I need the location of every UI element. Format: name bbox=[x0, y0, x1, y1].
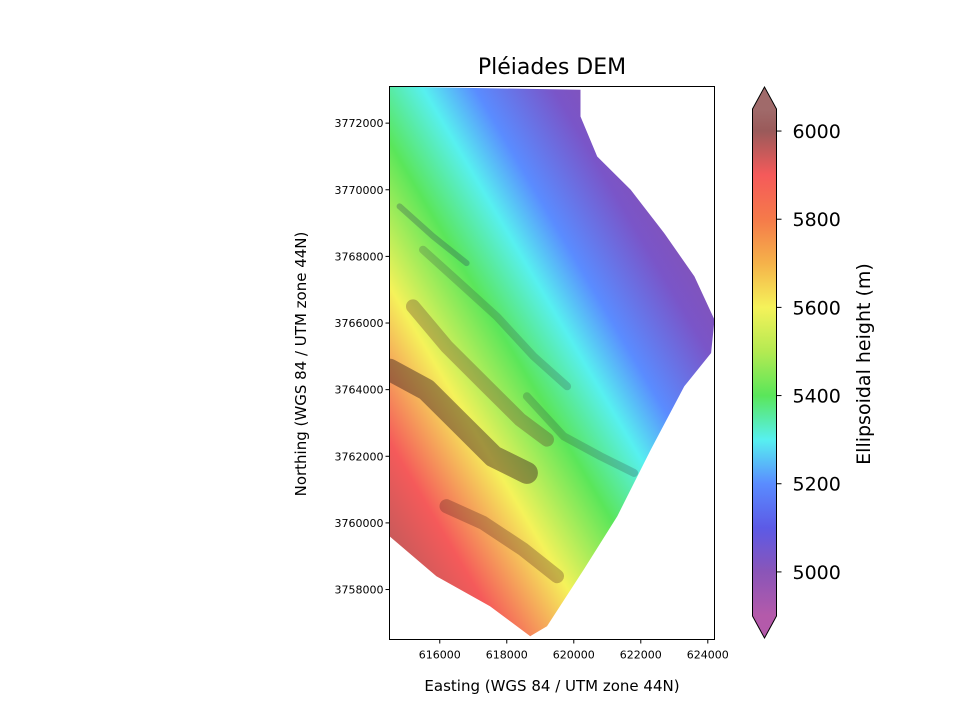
x-axis: 616000 618000 620000 622000 624000 bbox=[419, 639, 729, 662]
colorbar-extend-max bbox=[752, 87, 777, 109]
colorbar-tick-label: 5600 bbox=[793, 297, 841, 319]
dem-image bbox=[389, 86, 715, 637]
x-tick-label: 622000 bbox=[620, 649, 662, 662]
axes-frame bbox=[389, 86, 715, 640]
colorbar-title: Ellipsoidal height (m) bbox=[853, 263, 875, 465]
terrain-ridge bbox=[419, 245, 572, 391]
colorbar-tick-label: 5000 bbox=[793, 562, 841, 584]
x-tick-label: 616000 bbox=[419, 649, 461, 662]
colorbar-tick-label: 6000 bbox=[793, 121, 841, 143]
x-axis-title: Easting (WGS 84 / UTM zone 44N) bbox=[424, 677, 679, 695]
y-tick-label: 3762000 bbox=[335, 450, 384, 463]
y-axis-title: Northing (WGS 84 / UTM zone 44N) bbox=[292, 232, 310, 497]
y-tick-label: 3766000 bbox=[335, 317, 384, 330]
y-tick-label: 3760000 bbox=[335, 517, 384, 530]
x-tick-label: 620000 bbox=[553, 649, 595, 662]
x-tick-label: 624000 bbox=[687, 649, 729, 662]
terrain-ridge bbox=[396, 203, 470, 267]
dem-fill bbox=[389, 86, 715, 637]
terrain-ridge bbox=[406, 299, 554, 447]
colorbar-outline bbox=[752, 85, 777, 640]
terrain-ridge bbox=[389, 358, 538, 484]
terrain-shading bbox=[389, 203, 639, 584]
terrain-ridge bbox=[439, 499, 564, 584]
y-tick-label: 3758000 bbox=[335, 584, 384, 597]
colorbar-tick-label: 5400 bbox=[793, 386, 841, 408]
y-tick-label: 3768000 bbox=[335, 250, 384, 263]
y-tick-label: 3770000 bbox=[335, 184, 384, 197]
colorbar-body bbox=[752, 109, 777, 616]
y-tick-label: 3764000 bbox=[335, 384, 384, 397]
chart-title: Pléiades DEM bbox=[478, 55, 626, 80]
x-tick-label: 618000 bbox=[486, 649, 528, 662]
y-axis: 3758000 3760000 3762000 3764000 3766000 37680… bbox=[335, 117, 390, 597]
colorbar-tick-label: 5200 bbox=[793, 474, 841, 496]
colorbar: 5000 5200 5400 5600 5800 6000 bbox=[752, 85, 841, 640]
terrain-ridge bbox=[522, 392, 639, 477]
colorbar-extend-min bbox=[752, 616, 777, 638]
y-tick-label: 3772000 bbox=[335, 117, 384, 130]
colorbar-tick-label: 5800 bbox=[793, 209, 841, 231]
